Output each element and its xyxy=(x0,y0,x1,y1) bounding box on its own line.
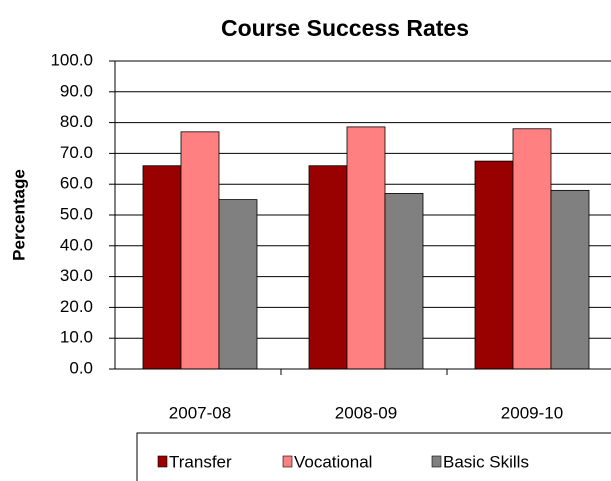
x-tick-label: 2008-09 xyxy=(335,403,397,422)
y-tick-label: 50.0 xyxy=(60,204,93,223)
bar xyxy=(218,199,258,370)
y-tick-label: 10.0 xyxy=(60,328,93,347)
y-tick-label: 60.0 xyxy=(60,174,93,193)
bar xyxy=(346,126,386,370)
bar xyxy=(512,128,552,370)
y-axis-label: Percentage xyxy=(9,169,28,261)
legend-label: Vocational xyxy=(294,452,372,471)
bar xyxy=(180,131,220,370)
chart-title: Course Success Rates xyxy=(221,15,469,41)
y-tick-label: 80.0 xyxy=(60,112,93,131)
bar xyxy=(550,189,590,370)
legend-swatch xyxy=(431,455,442,468)
y-tick-label: 90.0 xyxy=(60,81,93,100)
bar xyxy=(142,165,182,370)
legend-label: Basic Skills xyxy=(443,452,529,471)
legend-box xyxy=(136,432,611,481)
y-tick-label: 70.0 xyxy=(60,143,93,162)
bar xyxy=(474,160,514,370)
bar xyxy=(384,193,424,370)
legend-label: Transfer xyxy=(169,452,232,471)
legend-swatch xyxy=(157,455,168,468)
bar xyxy=(308,165,348,370)
y-tick-label: 20.0 xyxy=(60,297,93,316)
y-tick-label: 40.0 xyxy=(60,235,93,254)
y-tick-label: 0.0 xyxy=(69,358,93,377)
y-tick-label: 100.0 xyxy=(50,50,93,69)
legend-swatch xyxy=(282,455,293,468)
x-tick-label: 2009-10 xyxy=(501,403,563,422)
x-tick-label: 2007-08 xyxy=(169,403,231,422)
y-tick-label: 30.0 xyxy=(60,266,93,285)
